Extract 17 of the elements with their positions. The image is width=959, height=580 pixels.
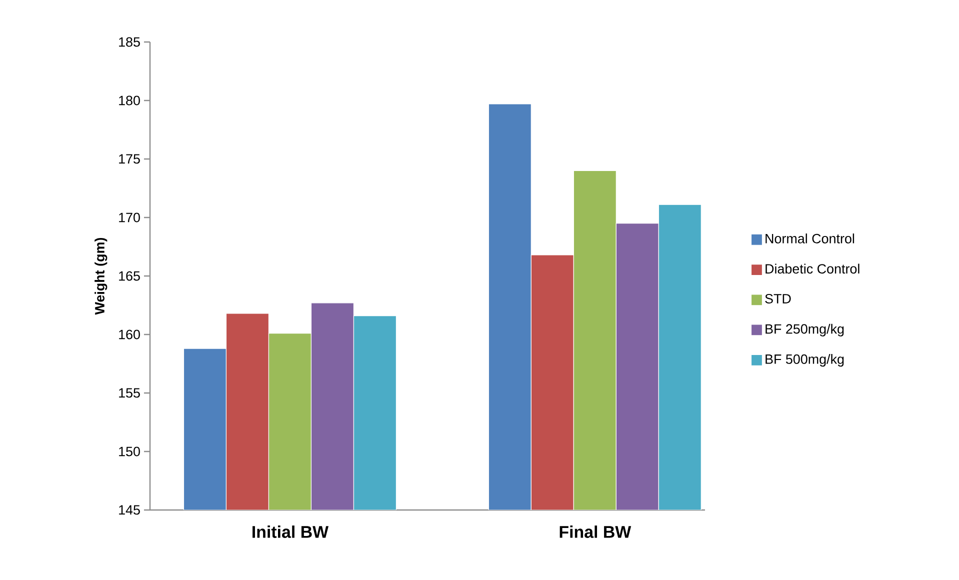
legend-label: BF 500mg/kg — [766, 354, 844, 367]
y-axis-title: Weight (gm) — [94, 238, 108, 315]
y-tick-label: 185 — [119, 37, 140, 47]
y-tick-label: 180 — [119, 96, 140, 106]
y-tick-label: 175 — [119, 154, 140, 164]
x-tick-label: Final BW — [560, 526, 632, 538]
legend-label: Normal Control — [766, 234, 854, 244]
y-tick-label: 150 — [119, 446, 140, 456]
y-tick-label: 165 — [119, 271, 140, 281]
y-tick-label: 170 — [119, 212, 140, 222]
legend-label: BF 250mg/kg — [766, 324, 844, 336]
y-tick-label: 160 — [119, 330, 140, 340]
y-tick-label: 145 — [119, 505, 140, 515]
x-tick-label: Initial BW — [252, 526, 329, 538]
y-tick-label: 155 — [119, 388, 140, 398]
legend-label: Diabetic Control — [766, 264, 860, 274]
legend-label: STD — [765, 294, 791, 304]
